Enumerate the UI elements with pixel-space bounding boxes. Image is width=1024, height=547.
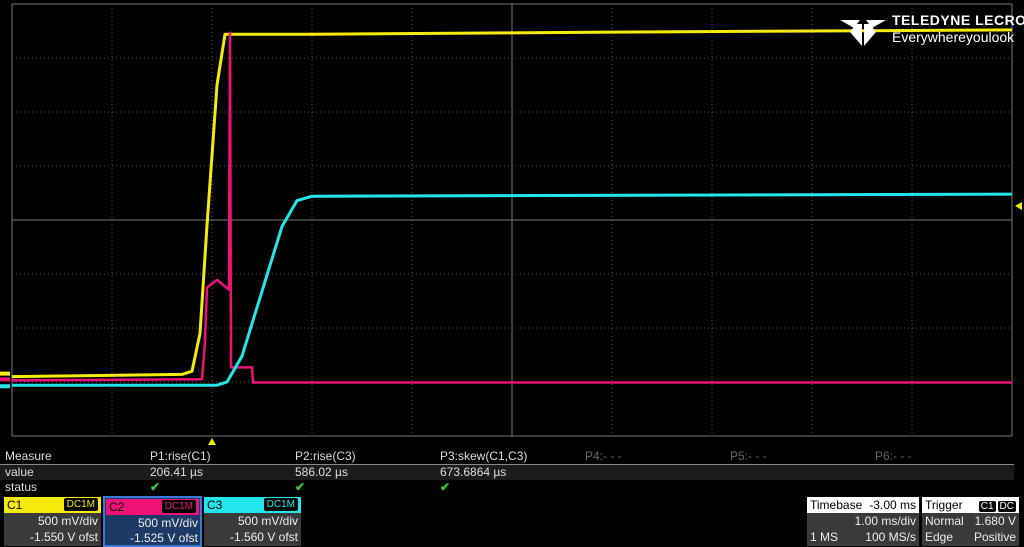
trigger-level: 1.680 V bbox=[974, 514, 1016, 528]
timebase-title: Timebase bbox=[810, 498, 863, 512]
channel-c3-ground-marker bbox=[0, 384, 10, 389]
row-label-value: value bbox=[5, 465, 34, 479]
param-p3[interactable]: P3:skew(C1,C3) bbox=[440, 449, 528, 463]
param-p5[interactable]: P5:- - - bbox=[730, 449, 767, 463]
channel-c2-descriptor[interactable]: C2 DC1M 500 mV/div -1.525 V ofst bbox=[103, 496, 202, 547]
c3-vdiv: 500 mV/div bbox=[237, 514, 298, 528]
channel-c3-descriptor[interactable]: C3 DC1M 500 mV/div -1.560 V ofst bbox=[204, 497, 301, 546]
p2-status-check-icon: ✔ bbox=[295, 480, 306, 494]
logo-brand: TELEDYNE LECROY bbox=[892, 12, 1024, 28]
c3-offset: -1.560 V ofst bbox=[229, 530, 298, 544]
waveform-display[interactable] bbox=[0, 0, 1024, 447]
c1-vdiv: 500 mV/div bbox=[37, 514, 98, 528]
measure-table: Measure P1:rise(C1) P2:rise(C3) P3:skew(… bbox=[0, 449, 1014, 495]
c3-coupling: DC1M bbox=[263, 498, 298, 511]
logo-icon bbox=[840, 20, 886, 46]
p3-status-check-icon: ✔ bbox=[440, 480, 451, 494]
c2-offset: -1.525 V ofst bbox=[129, 531, 198, 545]
c1-label: C1 bbox=[7, 498, 23, 512]
param-p2[interactable]: P2:rise(C3) bbox=[295, 449, 356, 463]
timebase-descriptor[interactable]: Timebase -3.00 ms 1.00 ms/div 1 MS 100 MS… bbox=[807, 497, 919, 546]
p1-status-check-icon: ✔ bbox=[150, 480, 161, 494]
param-p6[interactable]: P6:- - - bbox=[875, 449, 912, 463]
p1-value: 206.41 µs bbox=[150, 465, 203, 479]
trigger-slope: Positive bbox=[973, 530, 1016, 544]
c2-coupling: DC1M bbox=[161, 500, 196, 513]
param-p4[interactable]: P4:- - - bbox=[585, 449, 622, 463]
c1-offset: -1.550 V ofst bbox=[29, 530, 98, 544]
trace-c3 bbox=[12, 192, 1013, 387]
param-p1[interactable]: P1:rise(C1) bbox=[150, 449, 211, 463]
trace-c1 bbox=[11, 28, 1013, 379]
c2-vdiv: 500 mV/div bbox=[137, 516, 198, 530]
p2-value: 586.02 µs bbox=[295, 465, 348, 479]
measure-value-row: value 206.41 µs 586.02 µs 673.6864 µs bbox=[0, 464, 1014, 480]
p3-value: 673.6864 µs bbox=[440, 465, 507, 479]
trace-c2 bbox=[11, 31, 1012, 384]
trigger-source: C1 bbox=[978, 501, 996, 512]
timebase-delay: -3.00 ms bbox=[869, 498, 916, 512]
timebase-samples: 1 MS bbox=[810, 530, 839, 544]
timebase-tdiv: 1.00 ms/div bbox=[854, 514, 916, 528]
channel-c1-descriptor[interactable]: C1 DC1M 500 mV/div -1.550 V ofst bbox=[4, 497, 101, 546]
timebase-rate: 100 MS/s bbox=[865, 530, 916, 544]
logo-tagline: Everywhereyoulook bbox=[892, 29, 1015, 45]
measure-status-row: status ✔ ✔ ✔ bbox=[0, 480, 1014, 495]
trigger-level-marker bbox=[1015, 201, 1022, 210]
c1-coupling: DC1M bbox=[63, 498, 98, 511]
c3-label: C3 bbox=[207, 498, 223, 512]
trigger-title: Trigger bbox=[925, 498, 963, 512]
trigger-coupling: DC bbox=[997, 501, 1016, 512]
measure-header-row: Measure P1:rise(C1) P2:rise(C3) P3:skew(… bbox=[0, 449, 1014, 464]
c2-label: C2 bbox=[109, 500, 125, 514]
channel-c2-ground-marker bbox=[0, 377, 10, 382]
trigger-position-marker bbox=[208, 438, 216, 445]
row-label-status: status bbox=[5, 480, 38, 494]
row-label-measure: Measure bbox=[5, 449, 52, 463]
trigger-type: Edge bbox=[925, 530, 954, 544]
trigger-mode: Normal bbox=[925, 514, 964, 528]
channel-c1-ground-marker bbox=[0, 371, 10, 376]
trigger-descriptor[interactable]: Trigger C1 DC Normal 1.680 V Edge Positive bbox=[922, 497, 1019, 546]
